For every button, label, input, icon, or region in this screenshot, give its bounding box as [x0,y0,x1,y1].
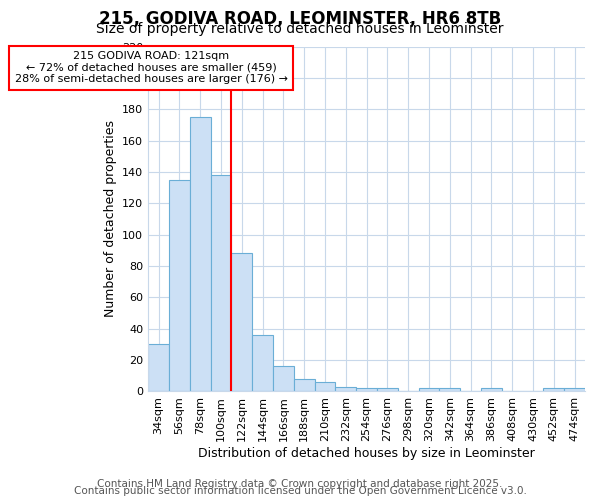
Bar [314,382,335,392]
X-axis label: Distribution of detached houses by size in Leominster: Distribution of detached houses by size … [198,447,535,460]
Bar [335,387,356,392]
Bar [211,175,232,392]
Bar [169,180,190,392]
Bar [439,388,460,392]
Text: Contains public sector information licensed under the Open Government Licence v3: Contains public sector information licen… [74,486,526,496]
Bar [564,388,585,392]
Bar [273,366,294,392]
Bar [544,388,564,392]
Bar [252,335,273,392]
Text: Contains HM Land Registry data © Crown copyright and database right 2025.: Contains HM Land Registry data © Crown c… [97,479,503,489]
Bar [190,117,211,392]
Bar [148,344,169,392]
Bar [377,388,398,392]
Bar [419,388,439,392]
Text: 215 GODIVA ROAD: 121sqm
← 72% of detached houses are smaller (459)
28% of semi-d: 215 GODIVA ROAD: 121sqm ← 72% of detache… [15,51,288,84]
Bar [356,388,377,392]
Y-axis label: Number of detached properties: Number of detached properties [104,120,116,318]
Bar [294,379,314,392]
Bar [481,388,502,392]
Bar [232,254,252,392]
Text: 215, GODIVA ROAD, LEOMINSTER, HR6 8TB: 215, GODIVA ROAD, LEOMINSTER, HR6 8TB [99,10,501,28]
Text: Size of property relative to detached houses in Leominster: Size of property relative to detached ho… [96,22,504,36]
